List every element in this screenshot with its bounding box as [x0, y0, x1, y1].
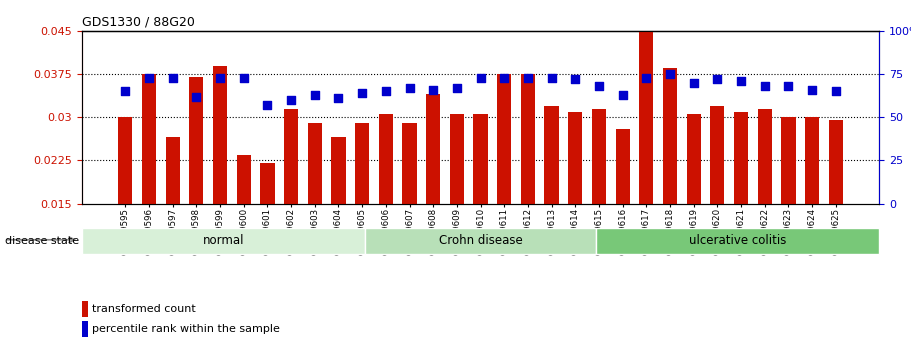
- Bar: [213, 66, 227, 290]
- Text: normal: normal: [202, 234, 244, 247]
- Point: [118, 89, 133, 94]
- Point: [804, 87, 819, 92]
- Point: [544, 75, 558, 80]
- Text: Crohn disease: Crohn disease: [439, 234, 522, 247]
- Bar: [450, 115, 464, 290]
- Point: [733, 78, 748, 84]
- Bar: [332, 137, 345, 290]
- Bar: [284, 109, 298, 290]
- Point: [520, 75, 535, 80]
- Bar: [426, 94, 440, 290]
- Bar: [597, 228, 879, 254]
- Bar: [758, 109, 772, 290]
- Text: transformed count: transformed count: [92, 304, 195, 314]
- Point: [474, 75, 488, 80]
- Bar: [805, 117, 819, 290]
- Point: [450, 85, 465, 91]
- Text: ulcerative colitis: ulcerative colitis: [689, 234, 786, 247]
- Text: disease state: disease state: [5, 236, 78, 246]
- Bar: [497, 74, 511, 290]
- Point: [781, 83, 795, 89]
- Point: [686, 80, 701, 86]
- Point: [828, 89, 843, 94]
- Bar: [521, 74, 535, 290]
- Point: [166, 75, 180, 80]
- Bar: [403, 123, 416, 290]
- Point: [237, 75, 251, 80]
- Point: [261, 102, 275, 108]
- Bar: [189, 77, 203, 290]
- Point: [568, 77, 582, 82]
- Bar: [640, 31, 653, 290]
- Bar: [616, 129, 630, 290]
- Bar: [545, 106, 558, 290]
- Bar: [711, 106, 724, 290]
- Bar: [82, 322, 87, 337]
- Bar: [829, 120, 843, 290]
- Point: [355, 90, 370, 96]
- Point: [284, 97, 299, 103]
- Bar: [687, 115, 701, 290]
- Point: [403, 85, 417, 91]
- Bar: [82, 301, 87, 317]
- Bar: [355, 123, 369, 290]
- Bar: [142, 74, 156, 290]
- Text: percentile rank within the sample: percentile rank within the sample: [92, 324, 280, 334]
- Text: GDS1330 / 88G20: GDS1330 / 88G20: [82, 16, 195, 29]
- Point: [591, 83, 606, 89]
- Point: [189, 94, 204, 99]
- Bar: [364, 228, 597, 254]
- Point: [615, 92, 630, 98]
- Point: [332, 96, 346, 101]
- Point: [639, 75, 653, 80]
- Point: [308, 92, 322, 98]
- Bar: [734, 111, 748, 290]
- Point: [379, 89, 394, 94]
- Bar: [166, 137, 179, 290]
- Bar: [308, 123, 322, 290]
- Point: [662, 71, 677, 77]
- Point: [213, 75, 228, 80]
- Bar: [237, 155, 251, 290]
- Bar: [474, 115, 487, 290]
- Point: [426, 87, 441, 92]
- Bar: [261, 163, 274, 290]
- Bar: [118, 117, 132, 290]
- Bar: [663, 68, 677, 290]
- Bar: [782, 117, 795, 290]
- Bar: [82, 228, 364, 254]
- Bar: [592, 109, 606, 290]
- Bar: [568, 111, 582, 290]
- Point: [710, 77, 724, 82]
- Point: [142, 75, 157, 80]
- Point: [757, 83, 772, 89]
- Point: [496, 75, 511, 80]
- Bar: [379, 115, 393, 290]
